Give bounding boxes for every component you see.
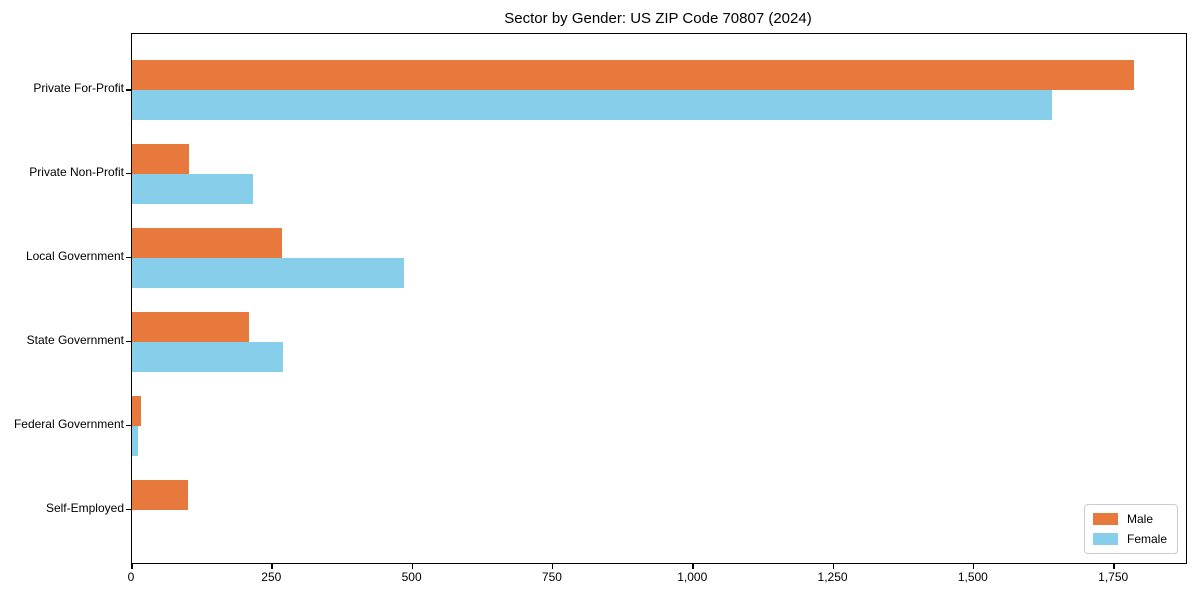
legend: Male Female [1083, 504, 1178, 554]
bar-female-private-non-profit [132, 173, 253, 204]
y-axis-tick-self-employed [126, 508, 131, 510]
bar-female-state-government [132, 341, 283, 372]
x-axis-tick-1,250 [832, 563, 835, 569]
y-axis-tick-state-government [126, 340, 131, 343]
legend-swatch-female [1092, 533, 1118, 545]
x-axis-tick-label-0: 0 [127, 570, 135, 584]
x-axis-tick-250 [271, 563, 273, 569]
y-axis-tick-local-government [126, 256, 131, 259]
x-axis-tick-1,750 [1113, 563, 1115, 569]
x-axis-tick-500 [411, 563, 414, 569]
plot-area [131, 33, 1187, 564]
y-axis-tick-federal-government [126, 424, 131, 427]
bar-male-federal-government [132, 395, 141, 426]
x-axis-tick-label-750: 750 [541, 570, 562, 584]
bar-male-state-government [132, 311, 250, 342]
x-axis-tick-1,500 [972, 563, 975, 569]
x-axis-tick-1,000 [692, 563, 694, 569]
y-axis-label-private-for-profit: Private For-Profit [33, 81, 124, 95]
x-axis-tick-0 [131, 563, 133, 569]
y-axis-label-state-government: State Government [26, 332, 124, 347]
legend-label-male: Male [1126, 512, 1153, 526]
legend-item-female: Female [1092, 532, 1167, 546]
bar-male-private-non-profit [132, 143, 190, 174]
x-axis-tick-label-500: 500 [401, 570, 422, 584]
chart-title: Sector by Gender: US ZIP Code 70807 (202… [504, 10, 812, 27]
x-axis-tick-label-250: 250 [261, 570, 282, 584]
legend-swatch-male [1092, 513, 1118, 525]
x-axis-tick-label-1,250: 1,250 [817, 570, 848, 584]
y-axis-label-private-non-profit: Private Non-Profit [29, 164, 124, 179]
y-axis-tick-private-for-profit [126, 89, 131, 91]
y-axis-label-federal-government: Federal Government [13, 416, 124, 431]
y-axis-label-local-government: Local Government [25, 248, 124, 263]
y-axis-tick-private-non-profit [126, 172, 131, 175]
x-axis-tick-label-1,500: 1,500 [957, 570, 988, 584]
bar-male-self-employed [132, 479, 189, 510]
y-axis-label-self-employed: Self-Employed [45, 500, 124, 515]
bar-female-federal-government [132, 425, 139, 456]
bar-male-private-for-profit [132, 60, 1134, 90]
legend-item-male: Male [1092, 512, 1167, 526]
legend-label-female: Female [1126, 532, 1167, 546]
bar-female-private-for-profit [132, 90, 1053, 120]
x-axis-tick-750 [551, 563, 554, 569]
x-axis-tick-label-1,000: 1,000 [677, 570, 708, 584]
bar-female-local-government [132, 257, 405, 288]
bar-male-local-government [132, 227, 282, 258]
x-axis-tick-label-1,750: 1,750 [1098, 570, 1129, 584]
